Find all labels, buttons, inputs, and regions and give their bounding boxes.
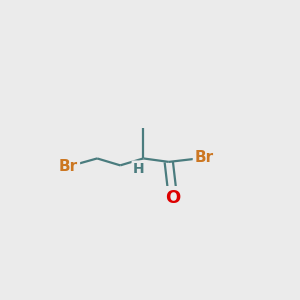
- Text: Br: Br: [59, 159, 78, 174]
- Text: H: H: [133, 162, 145, 176]
- Text: O: O: [165, 189, 181, 207]
- Text: Br: Br: [195, 150, 214, 165]
